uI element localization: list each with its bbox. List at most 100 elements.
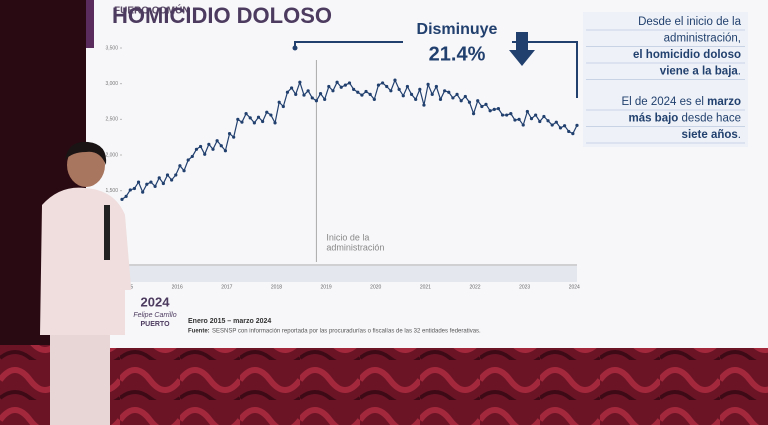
logo-name2: PUERTO bbox=[140, 321, 170, 328]
data-point bbox=[194, 147, 199, 151]
data-point bbox=[182, 169, 186, 173]
kicker: FUERO COMÚN bbox=[114, 4, 190, 17]
data-point bbox=[298, 80, 302, 84]
data-point bbox=[513, 118, 517, 122]
data-point bbox=[558, 126, 563, 130]
data-point bbox=[269, 113, 273, 117]
data-point bbox=[327, 84, 331, 89]
data-point bbox=[480, 104, 484, 109]
data-point bbox=[211, 147, 215, 151]
data-point bbox=[509, 112, 513, 116]
data-point bbox=[426, 82, 430, 86]
speaker bbox=[40, 141, 135, 425]
data-point bbox=[476, 99, 480, 103]
note-segment: . bbox=[738, 66, 741, 78]
logo-name: Felipe Carrillo bbox=[133, 312, 176, 319]
data-point bbox=[571, 132, 575, 136]
data-point bbox=[310, 96, 314, 100]
event-label: Inicio de la bbox=[326, 232, 369, 242]
data-point bbox=[323, 97, 327, 101]
data-point bbox=[542, 114, 546, 119]
data-point bbox=[496, 107, 501, 111]
data-point bbox=[393, 78, 397, 82]
data-point bbox=[517, 117, 521, 121]
data-point bbox=[422, 103, 426, 107]
data-point bbox=[459, 99, 463, 103]
data-point bbox=[385, 84, 389, 89]
data-point bbox=[170, 178, 174, 182]
y-tick-label: 1,500 bbox=[105, 188, 118, 194]
note-segment: . bbox=[738, 129, 741, 141]
note-segment: siete años bbox=[682, 129, 738, 141]
data-point bbox=[128, 188, 132, 192]
data-point bbox=[186, 158, 190, 162]
data-point bbox=[236, 117, 240, 121]
source: SESNSP con información reportada por las… bbox=[212, 329, 481, 335]
accent-bar bbox=[86, 0, 94, 48]
data-point bbox=[538, 119, 542, 124]
data-point bbox=[550, 123, 554, 127]
x-axis-band bbox=[122, 266, 577, 282]
data-point bbox=[227, 132, 232, 136]
data-point bbox=[157, 176, 161, 180]
data-point bbox=[265, 110, 269, 114]
data-point bbox=[318, 92, 323, 96]
data-point bbox=[335, 80, 339, 84]
data-point bbox=[149, 180, 153, 184]
data-point bbox=[120, 197, 124, 201]
data-point bbox=[525, 109, 529, 114]
data-point bbox=[534, 113, 538, 117]
data-point bbox=[356, 90, 360, 94]
data-point bbox=[505, 113, 509, 117]
data-point bbox=[575, 123, 579, 127]
y-tick-label: 2,000 bbox=[105, 152, 118, 158]
data-point bbox=[223, 149, 228, 153]
note-line: administración, bbox=[664, 33, 741, 45]
data-point bbox=[232, 135, 236, 139]
data-point bbox=[562, 124, 567, 128]
note-line: más bajo desde hace bbox=[628, 113, 741, 125]
note-line: siete años. bbox=[682, 129, 741, 141]
x-tick-label: 2016 bbox=[172, 284, 183, 290]
data-point bbox=[285, 90, 290, 94]
data-point bbox=[132, 186, 137, 191]
data-point bbox=[153, 184, 157, 188]
note-segment: marzo bbox=[707, 96, 741, 108]
data-point bbox=[289, 86, 294, 90]
data-point bbox=[418, 87, 422, 91]
logo-box bbox=[125, 290, 185, 338]
data-point bbox=[141, 190, 145, 194]
data-point bbox=[198, 144, 203, 149]
period: Enero 2015 – marzo 2024 bbox=[188, 318, 271, 325]
data-point bbox=[364, 89, 368, 94]
face bbox=[67, 143, 105, 187]
data-point bbox=[434, 84, 438, 89]
data-point bbox=[529, 117, 534, 121]
data-point bbox=[554, 120, 558, 124]
data-point bbox=[174, 173, 178, 177]
data-point bbox=[256, 115, 261, 119]
data-point bbox=[451, 96, 455, 100]
annotation-value: 21.4% bbox=[429, 43, 486, 65]
data-point bbox=[215, 139, 219, 143]
data-point bbox=[178, 164, 182, 168]
note-segment: viene a la baja bbox=[660, 66, 739, 78]
data-point bbox=[136, 180, 141, 184]
data-point bbox=[368, 92, 372, 96]
data-point bbox=[339, 85, 343, 89]
data-point bbox=[244, 112, 248, 116]
data-point bbox=[240, 120, 244, 124]
data-point bbox=[455, 92, 459, 96]
note-line: El de 2024 es el marzo bbox=[621, 96, 741, 108]
note-segment: El de 2024 es el bbox=[621, 96, 707, 108]
legs bbox=[50, 330, 110, 425]
data-point bbox=[484, 102, 488, 106]
data-point bbox=[302, 93, 306, 97]
data-point bbox=[248, 116, 252, 120]
data-point bbox=[500, 113, 505, 117]
x-tick-label: 2023 bbox=[519, 284, 530, 290]
data-point bbox=[347, 81, 352, 85]
x-tick-label: 2022 bbox=[469, 284, 480, 290]
down-arrow bbox=[509, 32, 535, 66]
annotation-bracket bbox=[294, 41, 578, 98]
